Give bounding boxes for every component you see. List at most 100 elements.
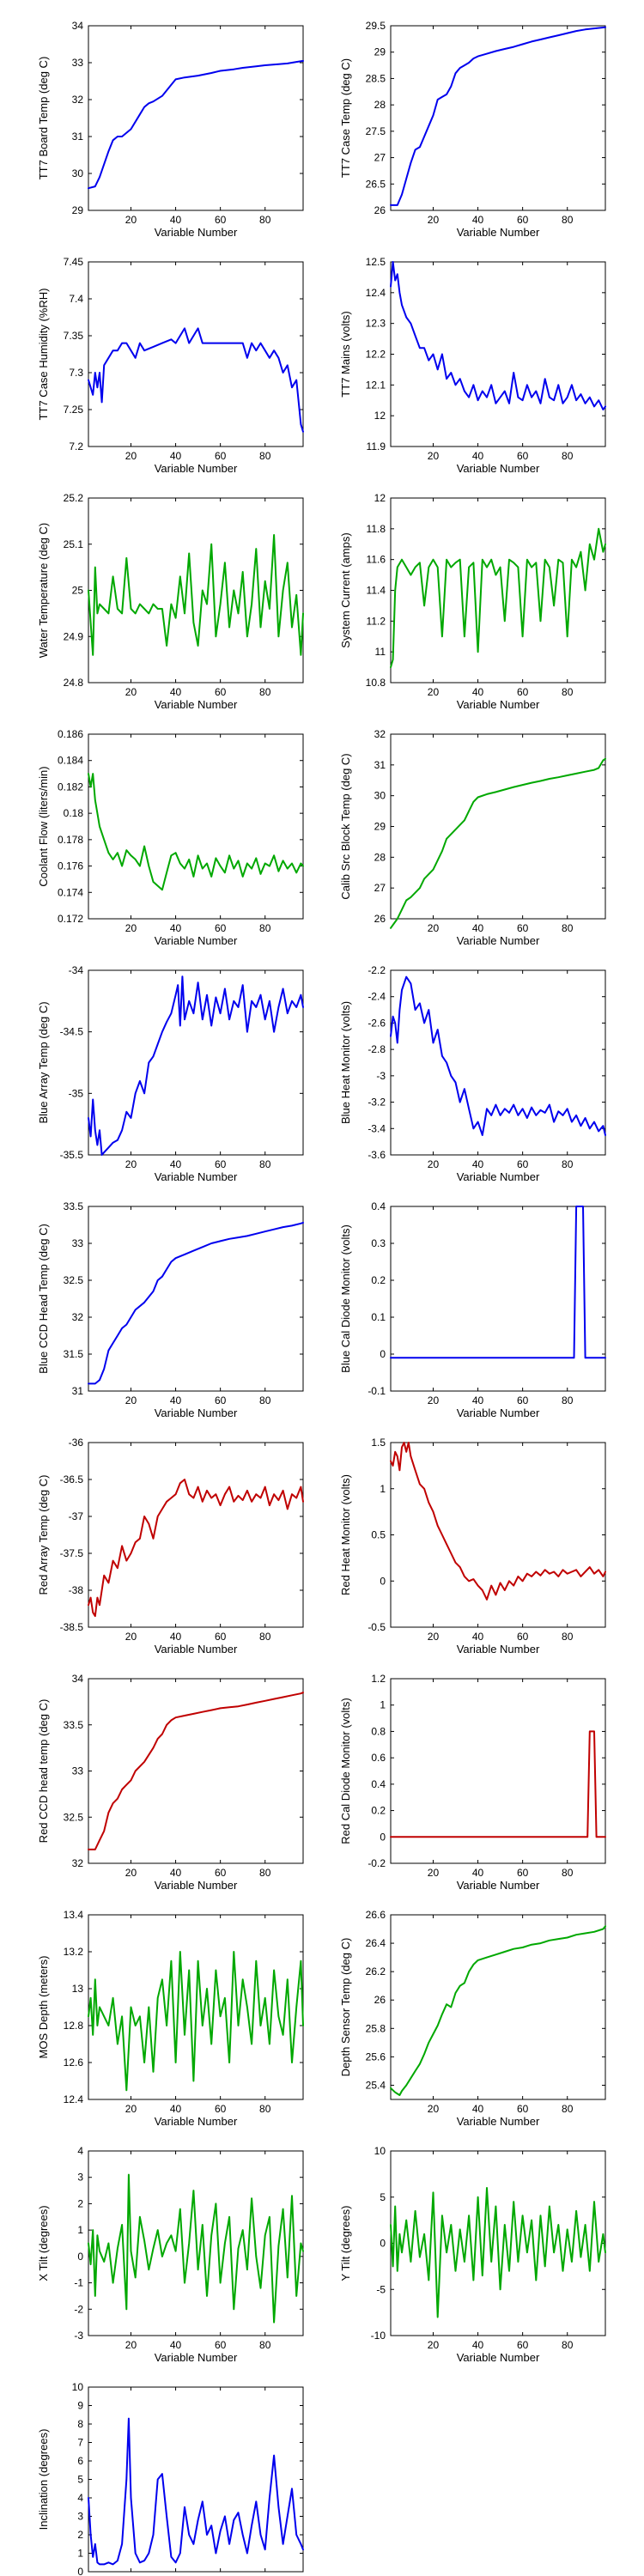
series-line xyxy=(390,757,606,929)
series-line xyxy=(88,2417,304,2566)
y-tick-label: 10.8 xyxy=(366,677,386,689)
y-tick-label: 7.2 xyxy=(69,440,83,453)
y-axis-label: Inclination (degrees) xyxy=(37,2429,50,2530)
x-tick-label: 80 xyxy=(562,1631,574,1643)
x-tick-label: 80 xyxy=(562,2339,574,2351)
y-tick-label: 11.6 xyxy=(367,554,386,566)
chart-panel-8: 20 40 60 80 26 27 28 29 30 31 32 Variable Number Cal… xyxy=(339,728,606,947)
x-tick-label: 20 xyxy=(125,2339,137,2351)
chart-panel-18: 20 40 60 80 25.4 25.6 25.8 26 26.2 26.4 26.6 Variab… xyxy=(339,1909,606,2128)
x-tick-label: 60 xyxy=(215,922,227,934)
y-axis-label: TT7 Mains (volts) xyxy=(339,311,352,397)
y-axis-label: Blue Heat Monitor (volts) xyxy=(339,1001,352,1124)
y-tick-label: 33.5 xyxy=(64,1200,84,1212)
y-tick-label: -2 xyxy=(74,2303,83,2315)
series-line xyxy=(88,1692,304,1850)
x-tick-label: 80 xyxy=(562,1158,574,1170)
y-tick-label: 0.184 xyxy=(58,755,83,767)
x-tick-label: 20 xyxy=(428,1158,440,1170)
x-axis-label: Variable Number xyxy=(155,1170,238,1183)
x-tick-label: 60 xyxy=(215,214,227,226)
x-tick-label: 20 xyxy=(125,1631,137,1643)
y-tick-label: 33.5 xyxy=(64,1719,84,1731)
y-axis-label: Blue Array Temp (deg C) xyxy=(37,1001,50,1123)
chart-panel-16: 20 40 60 80 -0.2 0 0.2 0.4 0.6 0.8 1 1.2 Variable Nu… xyxy=(339,1673,606,1892)
x-tick-label: 40 xyxy=(170,1394,182,1406)
y-axis-label: Blue CCD Head Temp (deg C) xyxy=(37,1224,50,1374)
x-tick-label: 20 xyxy=(428,2103,440,2115)
x-tick-label: 20 xyxy=(428,1867,440,1879)
y-tick-label: -10 xyxy=(371,2330,386,2342)
y-axis-label: TT7 Board Temp (deg C) xyxy=(37,57,50,180)
y-tick-label: 26 xyxy=(374,1994,386,2006)
x-tick-label: 80 xyxy=(259,686,271,698)
y-tick-label: 12.8 xyxy=(64,2020,84,2032)
x-axis-label: Variable Number xyxy=(457,1406,540,1419)
axes-frame xyxy=(88,1442,304,1628)
y-tick-label: 7.35 xyxy=(64,330,84,342)
y-tick-label: 13 xyxy=(72,1983,84,1995)
y-tick-label: 12.4 xyxy=(64,2093,84,2105)
chart-panel-19: 20 40 60 80 -3 -2 -1 0 1 2 3 4 Variable Number X Tilt… xyxy=(37,2145,304,2364)
y-tick-label: 7.45 xyxy=(64,256,84,268)
y-axis-label: Red Cal Diode Monitor (volts) xyxy=(339,1698,352,1844)
y-tick-label: -38.5 xyxy=(60,1621,84,1633)
x-axis-label: Variable Number xyxy=(155,226,238,239)
x-tick-label: 20 xyxy=(428,2339,440,2351)
y-tick-label: 12.1 xyxy=(366,379,386,391)
y-tick-label: 24.9 xyxy=(64,630,84,642)
y-tick-label: 0.186 xyxy=(58,728,83,740)
y-tick-label: 29 xyxy=(374,821,386,833)
y-tick-label: 0.4 xyxy=(371,1200,386,1212)
x-tick-label: 20 xyxy=(125,922,137,934)
y-axis-label: Red Heat Monitor (volts) xyxy=(339,1474,352,1595)
y-tick-label: 12.2 xyxy=(366,349,386,361)
y-axis-label: Depth Sensor Temp (deg C) xyxy=(339,1938,352,2077)
x-tick-label: 60 xyxy=(215,1631,227,1643)
y-tick-label: 25.2 xyxy=(64,492,84,504)
y-tick-label: 33 xyxy=(72,1237,84,1249)
x-axis-label: Variable Number xyxy=(155,1879,238,1892)
x-tick-label: 40 xyxy=(170,1631,182,1643)
x-tick-label: 40 xyxy=(472,214,484,226)
axes-frame xyxy=(390,25,606,211)
x-tick-label: 20 xyxy=(125,686,137,698)
y-axis-label: TT7 Case Temp (deg C) xyxy=(339,58,352,178)
y-tick-label: 32 xyxy=(374,728,386,740)
y-tick-label: 6 xyxy=(77,2455,83,2467)
x-axis-label: Variable Number xyxy=(155,2115,238,2128)
x-tick-label: 60 xyxy=(215,450,227,462)
y-tick-label: 26.2 xyxy=(366,1965,386,1978)
y-tick-label: 1 xyxy=(380,1699,386,1711)
x-tick-label: 80 xyxy=(259,1631,271,1643)
y-axis-label: Coolant Flow (liters/min) xyxy=(37,766,50,886)
y-tick-label: 32.5 xyxy=(64,1811,84,1823)
chart-panel-9: 20 40 60 80 -35.5 -35 -34.5 -34 Variable Number B… xyxy=(37,964,304,1183)
x-tick-label: 40 xyxy=(472,686,484,698)
x-tick-label: 60 xyxy=(215,1867,227,1879)
series-line xyxy=(88,1221,304,1385)
x-tick-label: 80 xyxy=(562,214,574,226)
x-tick-label: 40 xyxy=(170,2339,182,2351)
y-tick-label: 0.8 xyxy=(371,1725,386,1737)
y-tick-label: 0 xyxy=(380,1831,386,1843)
chart-panel-3: 20 40 60 80 7.2 7.25 7.3 7.35 7.4 7.45 Variable Nu… xyxy=(37,256,304,475)
x-axis-label: Variable Number xyxy=(457,2351,540,2364)
y-axis-label: Red CCD head temp (deg C) xyxy=(37,1699,50,1844)
y-tick-label: 27 xyxy=(374,152,386,164)
y-tick-label: 0.2 xyxy=(371,1274,386,1286)
y-tick-label: 31 xyxy=(72,1385,84,1397)
series-line xyxy=(390,261,606,410)
x-axis-label: Variable Number xyxy=(457,1879,540,1892)
x-tick-label: 80 xyxy=(259,450,271,462)
x-tick-label: 80 xyxy=(562,1394,574,1406)
y-tick-label: -3 xyxy=(74,2330,83,2342)
y-tick-label: 32 xyxy=(72,94,84,106)
x-tick-label: 40 xyxy=(472,1394,484,1406)
y-tick-label: -34 xyxy=(69,964,84,976)
y-tick-label: 33 xyxy=(72,1765,84,1777)
x-axis-label: Variable Number xyxy=(457,462,540,475)
x-tick-label: 80 xyxy=(562,450,574,462)
y-tick-label: 25.8 xyxy=(366,2022,386,2034)
